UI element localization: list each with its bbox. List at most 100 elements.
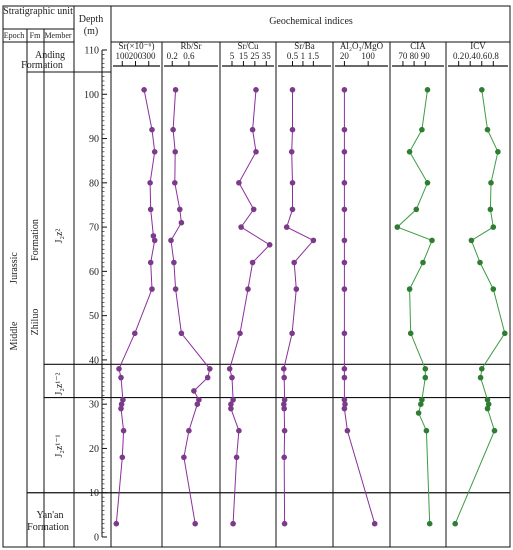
data-point <box>341 366 348 372</box>
depth-tick-label: 80 <box>89 178 99 189</box>
fm-anding-line1: Anding <box>35 50 65 61</box>
data-point <box>250 206 257 213</box>
data-point <box>233 454 240 461</box>
panel-scale-label: 0.5 <box>287 51 299 61</box>
panel-scale-label: 5 <box>230 51 235 61</box>
panel-scale-label: 300 <box>142 51 156 61</box>
data-point <box>226 366 233 372</box>
panel-scale-label: 90 <box>421 51 431 61</box>
panel-scale-label: 15 <box>239 51 249 61</box>
data-point <box>424 87 431 93</box>
depth-tick-label: 20 <box>89 444 99 455</box>
data-point <box>283 224 290 230</box>
depth-tick-label: 30 <box>89 400 99 411</box>
data-point <box>371 520 378 527</box>
depth-tick-label: 10 <box>89 488 99 499</box>
panel-scale-label: 0.8 <box>488 51 500 61</box>
data-point <box>341 397 348 403</box>
fm-formation-label: Formation <box>30 219 41 261</box>
data-point <box>151 237 158 244</box>
data-point <box>281 520 288 527</box>
member-header: Member <box>44 31 71 40</box>
data-point <box>490 286 497 292</box>
data-point <box>230 397 236 403</box>
data-point <box>181 454 187 461</box>
depth-tick-label: 40 <box>89 355 99 366</box>
data-point <box>394 224 401 230</box>
data-point <box>118 405 124 412</box>
data-point <box>118 374 124 381</box>
panel-scale-label: 100 <box>116 51 130 61</box>
data-point <box>177 206 183 213</box>
data-point <box>422 374 429 381</box>
data-point <box>120 427 127 434</box>
data-point <box>236 427 242 434</box>
data-point <box>172 180 178 186</box>
data-point <box>289 330 295 337</box>
panel-scale-label: 1.5 <box>308 51 320 61</box>
data-series-line <box>396 89 433 524</box>
data-point <box>253 149 259 155</box>
data-point <box>289 180 296 186</box>
data-point <box>341 180 348 186</box>
data-point <box>341 330 348 337</box>
data-point <box>281 397 288 403</box>
data-point <box>293 286 300 292</box>
data-series-line <box>115 89 156 524</box>
data-point <box>249 259 256 266</box>
data-point <box>406 286 413 292</box>
data-point <box>423 427 430 434</box>
panel-title: CIA <box>410 41 426 51</box>
data-point <box>477 259 483 266</box>
data-point <box>288 149 295 155</box>
data-point <box>495 149 501 155</box>
data-point <box>419 397 425 403</box>
data-point <box>186 427 192 434</box>
data-point <box>253 87 259 93</box>
data-point <box>485 401 492 408</box>
data-point <box>407 330 414 337</box>
data-point <box>341 237 348 244</box>
data-point <box>196 397 202 403</box>
data-point <box>178 330 185 337</box>
panel-scale-label: 0.4 <box>465 51 477 61</box>
data-point <box>192 520 198 527</box>
data-point <box>406 149 413 155</box>
stratigraphic-unit-label: Stratigraphic unit <box>3 6 73 17</box>
data-point <box>281 454 288 461</box>
data-point <box>341 405 348 412</box>
data-point <box>120 397 126 403</box>
data-point <box>341 126 348 133</box>
data-point <box>236 180 242 186</box>
data-series-line <box>170 89 211 524</box>
fm-yanan-line2: Formation <box>27 522 69 533</box>
panel-scale-label: 70 <box>398 51 408 61</box>
data-point <box>141 87 147 93</box>
data-point <box>281 374 288 381</box>
data-point <box>342 401 348 408</box>
data-point <box>118 401 125 408</box>
panel-scale-label: 200 <box>129 51 143 61</box>
fm-header: Fm <box>30 31 41 40</box>
data-point <box>150 233 157 239</box>
data-point <box>172 149 178 155</box>
data-point <box>291 259 298 266</box>
fm-anding-line2: Formation <box>21 60 63 71</box>
depth-header: Depth <box>79 14 103 25</box>
panel-7: ICV 0.2 0.4 0.6 0.8 <box>445 41 508 547</box>
data-point <box>147 259 154 266</box>
outer-frame <box>2 5 511 548</box>
data-point <box>168 237 174 244</box>
panel-title: Sr(×10⁻⁶) <box>119 41 155 51</box>
data-point <box>151 149 158 155</box>
panel-title: Rb/Sr <box>180 41 201 51</box>
panel-scale-label: 0.6 <box>476 51 488 61</box>
data-series-line <box>283 89 315 524</box>
panel-scale-label: 80 <box>410 51 420 61</box>
epoch-header: Epoch <box>4 31 24 40</box>
epoch-middle-label: Middle <box>9 321 20 350</box>
data-point <box>341 206 348 213</box>
